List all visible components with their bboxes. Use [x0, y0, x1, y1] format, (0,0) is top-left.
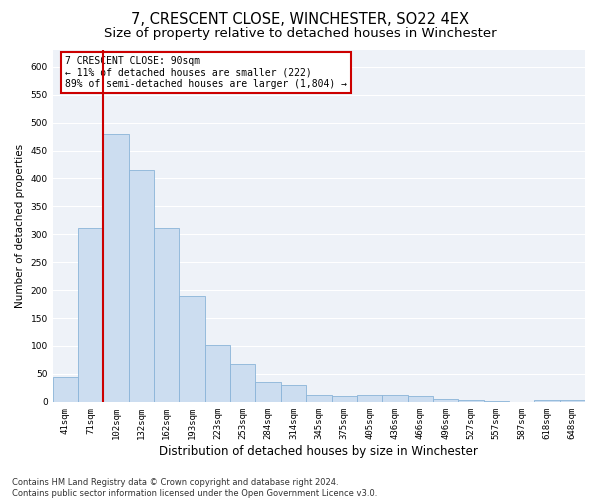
Bar	[306, 394, 332, 402]
Bar	[179, 296, 205, 402]
Text: 7 CRESCENT CLOSE: 90sqm
← 11% of detached houses are smaller (222)
89% of semi-d: 7 CRESCENT CLOSE: 90sqm ← 11% of detache…	[65, 56, 347, 89]
Bar	[332, 396, 357, 402]
X-axis label: Distribution of detached houses by size in Winchester: Distribution of detached houses by size …	[160, 444, 478, 458]
Bar	[103, 134, 129, 402]
Text: Contains HM Land Registry data © Crown copyright and database right 2024.
Contai: Contains HM Land Registry data © Crown c…	[12, 478, 377, 498]
Y-axis label: Number of detached properties: Number of detached properties	[15, 144, 25, 308]
Bar	[560, 400, 585, 402]
Text: Size of property relative to detached houses in Winchester: Size of property relative to detached ho…	[104, 28, 496, 40]
Bar	[256, 382, 281, 402]
Bar	[129, 170, 154, 402]
Bar	[281, 385, 306, 402]
Bar	[230, 364, 256, 402]
Bar	[535, 400, 560, 402]
Bar	[78, 228, 103, 402]
Bar	[433, 399, 458, 402]
Bar	[458, 400, 484, 402]
Bar	[382, 395, 407, 402]
Text: 7, CRESCENT CLOSE, WINCHESTER, SO22 4EX: 7, CRESCENT CLOSE, WINCHESTER, SO22 4EX	[131, 12, 469, 28]
Bar	[357, 395, 382, 402]
Bar	[407, 396, 433, 402]
Bar	[53, 376, 78, 402]
Bar	[154, 228, 179, 402]
Bar	[205, 345, 230, 402]
